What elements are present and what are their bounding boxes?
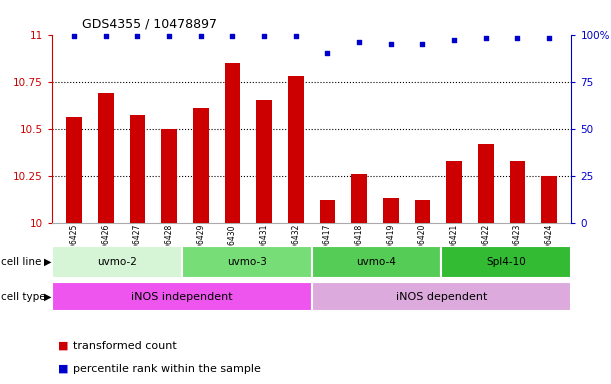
Point [196, 33, 206, 40]
Point [323, 50, 332, 56]
Text: uvmo-3: uvmo-3 [227, 257, 266, 267]
Text: ■: ■ [58, 341, 68, 351]
Bar [66, 118, 82, 223]
Text: cell type: cell type [1, 291, 46, 302]
Bar [383, 198, 399, 223]
Text: cell line: cell line [1, 257, 42, 267]
Point [513, 35, 522, 41]
Point [449, 37, 459, 43]
Bar [182, 246, 312, 278]
Bar [442, 246, 571, 278]
Point [417, 41, 427, 47]
Bar [288, 76, 304, 223]
Point [481, 35, 491, 41]
Bar [52, 246, 182, 278]
Point [164, 33, 174, 40]
Text: percentile rank within the sample: percentile rank within the sample [73, 364, 261, 374]
Bar [193, 108, 209, 223]
Bar [312, 246, 442, 278]
Point [69, 33, 79, 40]
Text: GDS4355 / 10478897: GDS4355 / 10478897 [82, 17, 218, 30]
Point [133, 33, 142, 40]
Point [386, 41, 396, 47]
Text: uvmo-2: uvmo-2 [97, 257, 137, 267]
Point [101, 33, 111, 40]
Text: iNOS dependent: iNOS dependent [396, 291, 487, 302]
Point [544, 35, 554, 41]
Text: ▶: ▶ [44, 291, 51, 302]
Bar [510, 161, 525, 223]
Bar [52, 282, 312, 311]
Point [291, 33, 301, 40]
Text: ▶: ▶ [44, 257, 51, 267]
Bar [98, 93, 114, 223]
Point [259, 33, 269, 40]
Bar [478, 144, 494, 223]
Text: uvmo-4: uvmo-4 [357, 257, 397, 267]
Text: iNOS independent: iNOS independent [131, 291, 233, 302]
Point [354, 39, 364, 45]
Bar [351, 174, 367, 223]
Bar [161, 129, 177, 223]
Text: transformed count: transformed count [73, 341, 177, 351]
Bar [541, 176, 557, 223]
Bar [446, 161, 462, 223]
Bar [256, 101, 272, 223]
Text: ■: ■ [58, 364, 68, 374]
Bar [312, 282, 571, 311]
Bar [414, 200, 430, 223]
Bar [130, 116, 145, 223]
Bar [224, 63, 240, 223]
Bar [320, 200, 335, 223]
Text: Spl4-10: Spl4-10 [486, 257, 526, 267]
Point [227, 33, 237, 40]
